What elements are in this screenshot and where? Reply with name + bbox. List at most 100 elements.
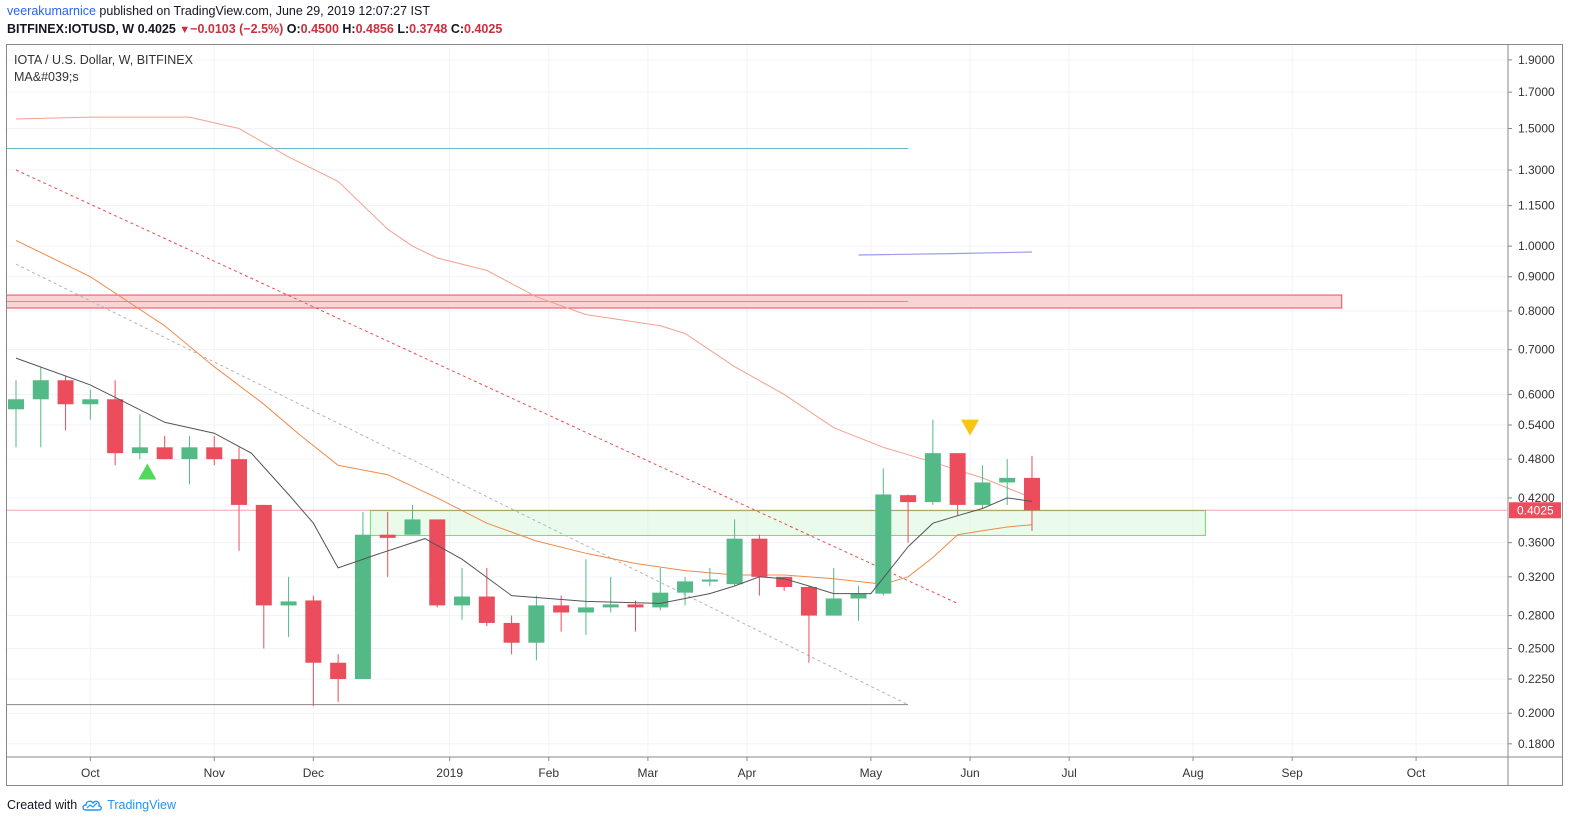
gray-trend-line: [15, 263, 909, 706]
time-tick-label: 2019: [436, 766, 463, 780]
candle-down: [900, 495, 917, 503]
ma-purple-line: [858, 251, 1033, 256]
ohlc-line: BITFINEX:IOTUSD, W 0.4025 ▼−0.0103 (−2.5…: [7, 22, 502, 36]
candle-up: [354, 534, 371, 680]
open-value: 0.4500: [300, 22, 339, 36]
change-down-icon: ▼: [179, 24, 191, 36]
price-tick-label: 0.4200: [1518, 491, 1555, 505]
time-tick-label: Oct: [1407, 766, 1426, 780]
candle-up: [8, 399, 24, 410]
candle-down: [503, 622, 520, 643]
candle-up: [974, 482, 991, 505]
candle-up: [454, 596, 471, 606]
candle-down: [379, 534, 396, 538]
time-tick-label: Aug: [1182, 766, 1203, 780]
close-label: C:: [450, 22, 465, 36]
chart-title: IOTA / U.S. Dollar, W, BITFINEX: [14, 53, 193, 67]
candle-down: [776, 576, 793, 587]
price-tick-label: 0.5400: [1518, 418, 1555, 432]
candle-up: [999, 477, 1016, 483]
change-value: −0.0103 (−2.5%): [190, 22, 284, 36]
candle-down: [553, 605, 570, 613]
ma-dark-line: [15, 357, 1033, 604]
sell-signal-icon: [961, 419, 980, 436]
publish-info: veerakumarnice published on TradingView.…: [7, 4, 430, 18]
open-label: O:: [286, 22, 301, 36]
price-tick-label: 0.6000: [1518, 387, 1555, 401]
price-tick-label: 1.5000: [1518, 121, 1555, 135]
author-link[interactable]: veerakumarnice: [7, 4, 96, 18]
last-price: 0.4025: [137, 22, 176, 36]
candle-down: [156, 447, 173, 460]
candle-up: [924, 453, 941, 503]
time-tick-label: Nov: [204, 766, 225, 780]
candle-up: [602, 604, 619, 608]
candle-up: [701, 579, 718, 582]
candle-up: [677, 581, 694, 593]
price-tick-label: 1.9000: [1518, 53, 1555, 67]
candle-down: [751, 538, 768, 577]
candle-down: [800, 586, 817, 616]
ma-salmon-line: [15, 116, 1033, 499]
candle-down: [429, 519, 446, 606]
price-tick-label: 0.4800: [1518, 452, 1555, 466]
candle-up: [825, 598, 842, 616]
ma-legend[interactable]: MA&#039;s: [14, 70, 79, 84]
candle-up: [577, 607, 594, 613]
price-tick-label: 1.0000: [1518, 239, 1555, 253]
candle-up: [404, 519, 421, 535]
candle-down: [949, 453, 966, 505]
candle-up: [726, 538, 743, 585]
candle-up: [82, 399, 99, 405]
candle-up: [32, 380, 49, 400]
tradingview-cloud-icon: [82, 800, 103, 811]
time-tick-label: Jul: [1061, 766, 1076, 780]
candle-up: [652, 592, 669, 608]
price-tick-label: 0.1800: [1518, 737, 1555, 751]
price-tick-label: 0.2000: [1518, 706, 1555, 720]
price-tick-label: 0.2250: [1518, 672, 1555, 686]
price-tick-label: 0.3200: [1518, 570, 1555, 584]
candle-down: [1023, 477, 1040, 511]
symbol-label: BITFINEX:IOTUSD, W: [7, 22, 135, 36]
candle-up: [131, 447, 148, 454]
candle-down: [330, 662, 347, 680]
high-label: H:: [342, 22, 356, 36]
price-tick-label: 0.2500: [1518, 641, 1555, 655]
candle-up: [850, 593, 867, 599]
candle-down: [627, 604, 644, 608]
price-tick-label: 0.9000: [1518, 270, 1555, 284]
last-price-tag-label: 0.4025: [1517, 503, 1554, 517]
time-tick-label: Jun: [960, 766, 979, 780]
time-tick-label: Sep: [1281, 766, 1303, 780]
time-tick-label: Oct: [81, 766, 100, 780]
candle-down: [57, 380, 74, 405]
price-tick-label: 0.2800: [1518, 609, 1555, 623]
time-tick-label: Mar: [638, 766, 659, 780]
high-value: 0.4856: [355, 22, 394, 36]
candle-up: [528, 605, 545, 643]
price-tick-label: 1.7000: [1518, 85, 1555, 99]
tradingview-link[interactable]: TradingView: [107, 798, 176, 812]
time-tick-label: Feb: [538, 766, 559, 780]
time-tick-label: May: [860, 766, 883, 780]
low-label: L:: [397, 22, 410, 36]
close-value: 0.4025: [464, 22, 503, 36]
price-tick-label: 1.3000: [1518, 163, 1555, 177]
candle-down: [255, 504, 272, 606]
candle-down: [231, 459, 248, 505]
price-tick-label: 0.7000: [1518, 343, 1555, 357]
red-trend-line: [15, 169, 958, 604]
chart-frame[interactable]: [6, 44, 1563, 786]
plot-area: [7, 45, 1507, 757]
time-tick-label: Dec: [303, 766, 324, 780]
footer: Created with TradingView: [7, 798, 176, 812]
low-value: 0.3748: [409, 22, 448, 36]
candle-up: [181, 447, 198, 460]
price-tick-label: 1.1500: [1518, 199, 1555, 213]
buy-signal-icon: [138, 463, 157, 480]
price-tick-label: 0.3600: [1518, 536, 1555, 550]
created-with-label: Created with: [7, 798, 78, 812]
time-tick-label: Apr: [738, 766, 757, 780]
